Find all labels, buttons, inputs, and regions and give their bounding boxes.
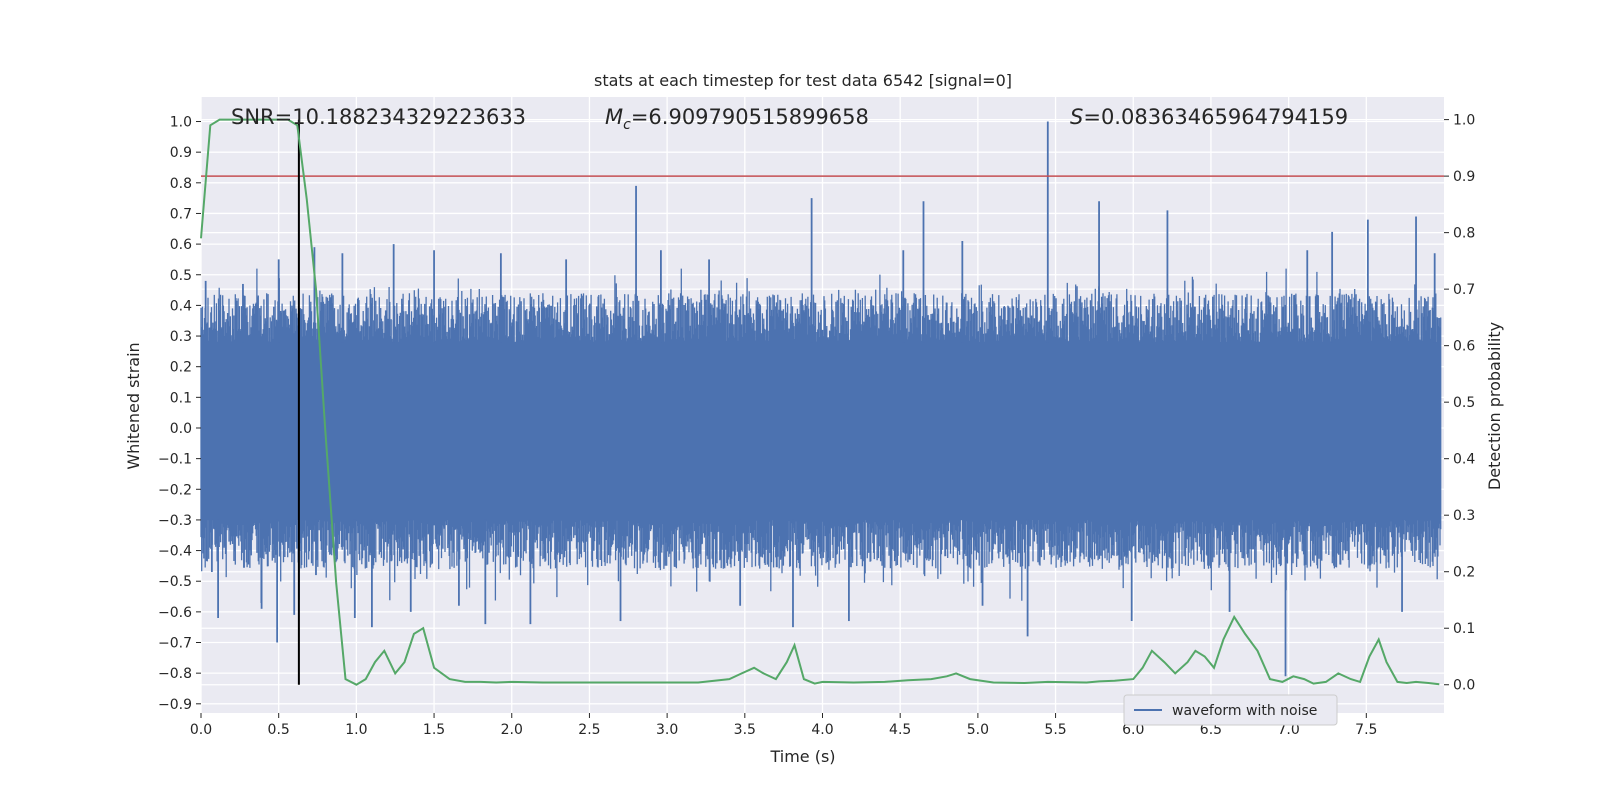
probability-series — [200, 118, 1440, 686]
y-left-tick-label: 0.8 — [170, 176, 192, 192]
y-left-tick-label: 0.4 — [170, 298, 192, 314]
x-tick-label: 6.0 — [1122, 722, 1144, 738]
y-left-tick-label: −0.5 — [158, 574, 192, 590]
x-tick-label: 0.5 — [268, 722, 290, 738]
x-tick-label: 3.5 — [734, 722, 756, 738]
legend: waveform with noise — [1123, 694, 1338, 726]
x-tick-label: 5.0 — [967, 722, 989, 738]
x-tick-label: 1.5 — [423, 722, 445, 738]
y-right-tick-label: 0.5 — [1453, 395, 1475, 411]
y-left-tick-label: 1.0 — [170, 115, 192, 131]
x-tick-label: 4.0 — [811, 722, 833, 738]
x-tick-label: 4.5 — [889, 722, 911, 738]
mc-value: =6.909790515899658 — [631, 105, 869, 129]
y-left-tick-label: −0.6 — [158, 605, 192, 621]
y-left-tick-label: −0.7 — [158, 636, 192, 652]
y-axis-left-label: Whitened strain — [124, 342, 143, 469]
y-right-tick-label: 0.9 — [1453, 169, 1475, 185]
y-right-tick-label: 1.0 — [1453, 113, 1475, 129]
x-tick-label: 7.5 — [1355, 722, 1377, 738]
y-right-tick-label: 0.1 — [1453, 621, 1475, 637]
y-left-tick-label: 0.9 — [170, 145, 192, 161]
x-tick-label: 2.5 — [578, 722, 600, 738]
waveform-series — [200, 121, 1442, 677]
x-tick-label: 3.0 — [656, 722, 678, 738]
y-left-tick-label: −0.2 — [158, 482, 192, 498]
x-tick-label: 5.5 — [1044, 722, 1066, 738]
legend-entry-waveform: waveform with noise — [1172, 703, 1317, 719]
s-value: =0.08363465964794159 — [1083, 105, 1348, 129]
y-axis-right-label: Detection probability — [1485, 322, 1504, 490]
y-left-tick-label: 0.1 — [170, 390, 192, 406]
mc-subscript: c — [623, 117, 631, 133]
y-right-tick-label: 0.3 — [1453, 508, 1475, 524]
x-axis-label: Time (s) — [769, 747, 835, 766]
y-right-tick-label: 0.8 — [1453, 226, 1475, 242]
y-left-tick-label: 0.0 — [170, 421, 192, 437]
detection-probability-line — [200, 118, 1440, 686]
y-right-tick-label: 0.4 — [1453, 452, 1475, 468]
x-tick-label: 2.0 — [501, 722, 523, 738]
y-left-tick-label: −0.8 — [158, 666, 192, 682]
chirp-mass-annotation: Mc=6.909790515899658 — [605, 105, 869, 133]
x-tick-label: 6.5 — [1200, 722, 1222, 738]
s-annotation: S=0.08363465964794159 — [1070, 105, 1348, 129]
legend-box — [1123, 694, 1338, 726]
y-left-tick-label: 0.7 — [170, 206, 192, 222]
chart-title: stats at each timestep for test data 654… — [594, 71, 1012, 90]
y-right-tick-label: 0.2 — [1453, 565, 1475, 581]
snr-annotation: SNR=10.188234329223633 — [231, 105, 526, 129]
mc-symbol: M — [605, 105, 623, 129]
waveform-core-band — [201, 342, 1441, 520]
x-tick-label: 7.0 — [1277, 722, 1299, 738]
y-left-tick-label: 0.2 — [170, 360, 192, 376]
y-left-tick-label: −0.1 — [158, 452, 192, 468]
y-right-tick-label: 0.0 — [1453, 678, 1475, 694]
y-right-tick-label: 0.6 — [1453, 339, 1475, 355]
y-left-tick-label: −0.4 — [158, 544, 192, 560]
s-symbol: S — [1070, 105, 1083, 129]
y-left-tick-label: 0.3 — [170, 329, 192, 345]
y-left-tick-label: −0.3 — [158, 513, 192, 529]
axis-ticks: 0.0 0.5 1.0 1.5 2.0 2.5 3.0 3.5 4.0 4.5 5.0 5.5 6.0 6… — [158, 113, 1475, 738]
x-tick-label: 1.0 — [345, 722, 367, 738]
y-right-tick-label: 0.7 — [1453, 282, 1475, 298]
y-left-tick-label: 0.5 — [170, 268, 192, 284]
overlay-lines — [201, 119, 1444, 685]
y-left-tick-label: 0.6 — [170, 237, 192, 253]
y-left-tick-label: −0.9 — [158, 697, 192, 713]
x-tick-label: 0.0 — [190, 722, 212, 738]
